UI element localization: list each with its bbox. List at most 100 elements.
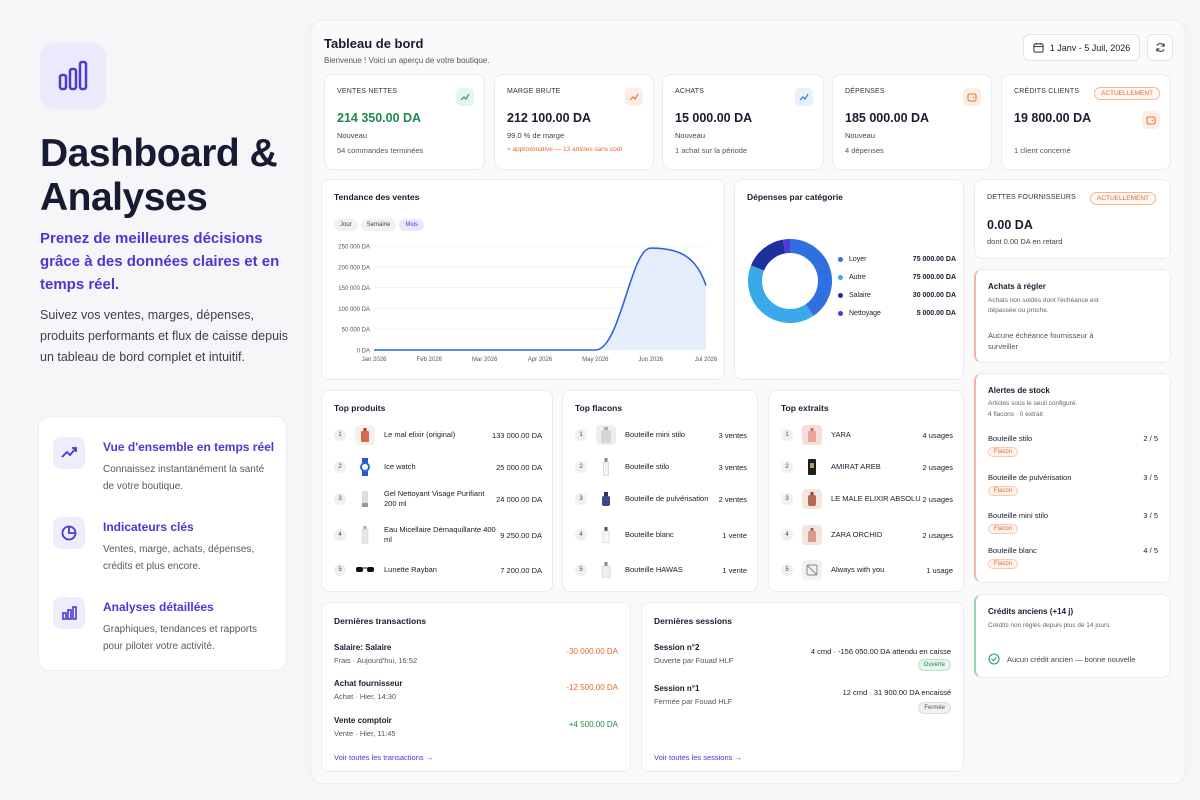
- list-item[interactable]: 4 Eau Micellaire Démaquillante 400 ml 9 25…: [334, 525, 542, 545]
- supplier-debts-card: DETTES FOURNISSEURS ACTUELLEMENT 0.00 DA…: [974, 179, 1171, 259]
- kpi-card-credits[interactable]: CRÉDITS CLIENTS ACTUELLEMENT 19 800.00 D…: [1001, 74, 1171, 170]
- donut-slice: [748, 265, 814, 323]
- debt-value: 0.00 DA: [987, 218, 1033, 232]
- kpi-note: Nouveau: [845, 131, 876, 140]
- perfume-bottle-icon: [802, 457, 822, 477]
- expenses-donut-chart: [748, 239, 832, 323]
- list-item[interactable]: 3 Bouteille de pulvérisation 2 ventes: [575, 489, 747, 509]
- legend-value: 75 000.00 DA: [912, 255, 956, 263]
- kpi-value: 15 000.00 DA: [675, 111, 753, 125]
- list-item[interactable]: 2 Ice watch 25 000.00 DA: [334, 457, 542, 477]
- card-title: Dépenses par catégorie: [747, 192, 843, 202]
- card-desc: Achats non soldés dont l'échéance est dé…: [988, 297, 1099, 314]
- kpi-card-ventes[interactable]: VENTES NETTES 214 350.00 DA Nouveau 54 c…: [324, 74, 485, 170]
- feature-title: Vue d'ensemble en temps réel: [103, 440, 275, 454]
- card-title: Tendance des ventes: [334, 192, 420, 202]
- stock-item[interactable]: Bouteille blanc 4 / 5 Flacon: [988, 546, 1158, 569]
- tube-icon: [355, 489, 375, 509]
- kpi-note: 99.0 % de marge: [507, 131, 565, 140]
- donut-legend: Loyer 75 000.00 DA Autre 75 000.00 DA Salair…: [838, 250, 956, 322]
- list-item[interactable]: 1 Bouteille mini stilo 3 ventes: [575, 425, 747, 445]
- session-row[interactable]: Session n°2 Ouverte par Fouad HLF 4 cmd · …: [654, 643, 951, 671]
- view-all-transactions-link[interactable]: Voir toutes les transactions →: [334, 753, 434, 762]
- kpi-foot: 54 commandes terminées: [337, 146, 424, 155]
- perfume-bottle-icon: [802, 425, 822, 445]
- list-item[interactable]: 4 Bouteille blanc 1 vente: [575, 525, 747, 545]
- features-card: Vue d'ensemble en temps réel Connaissez …: [38, 416, 287, 671]
- card-title: Crédits anciens (+14 j): [988, 607, 1074, 616]
- y-tick-label: 50 000 DA: [342, 328, 370, 334]
- refresh-icon: [1155, 43, 1165, 52]
- legend-value: 30 000.00 DA: [912, 291, 956, 299]
- status-badge: ACTUELLEMENT: [1093, 87, 1160, 100]
- tab-mois[interactable]: Mois: [399, 219, 425, 231]
- pie-chart-icon: [53, 517, 85, 549]
- legend-dot: [838, 274, 843, 280]
- list-item[interactable]: 3 Gel Nettoyant Visage Purifiant 200 ml 24…: [334, 489, 542, 509]
- refresh-button[interactable]: [1147, 34, 1173, 61]
- x-tick-label: May 2026: [582, 357, 609, 363]
- page-subtitle: Bienvenue ! Voici un aperçu de votre bou…: [324, 56, 490, 65]
- status-badge: Fermée: [918, 702, 951, 714]
- stock-item[interactable]: Bouteille stilo 2 / 5 Flacon: [988, 434, 1158, 457]
- date-range-button[interactable]: 1 Janv - 5 Juil, 2026: [1023, 34, 1140, 61]
- session-row[interactable]: Session n°1 Fermée par Fouad HLF 12 cmd · …: [654, 684, 951, 714]
- empty-state: Aucun crédit ancien — bonne nouvelle: [988, 653, 1135, 665]
- sessions-card: Dernières sessions Session n°2 Ouverte pa…: [641, 602, 964, 772]
- view-all-sessions-link[interactable]: Voir toutes les sessions →: [654, 753, 742, 762]
- spray-bottle-icon: [596, 489, 616, 509]
- card-title: Top flacons: [575, 403, 623, 413]
- x-tick-label: Jul 2026: [695, 357, 718, 363]
- kpi-label: MARGE BRUTE: [507, 88, 561, 95]
- hero-title: Dashboard & Analyses: [40, 132, 278, 219]
- card-desc: Crédits non réglés depuis plus de 14 jou…: [988, 622, 1112, 629]
- kpi-card-achats[interactable]: ACHATS 15 000.00 DA Nouveau 1 achat sur …: [662, 74, 824, 170]
- y-tick-label: 200 000 DA: [338, 265, 370, 271]
- transaction-row[interactable]: Vente comptoir Vente · Hier, 11:45 +4 500.…: [334, 716, 618, 738]
- stock-item[interactable]: Bouteille de pulvérisation 3 / 5 Flacon: [988, 473, 1158, 496]
- list-item[interactable]: 5 Bouteille HAWAS 1 vente: [575, 560, 747, 580]
- date-range-label: 1 Janv - 5 Juil, 2026: [1049, 42, 1131, 53]
- page-title: Tableau de bord: [324, 36, 424, 51]
- list-item[interactable]: 4 ZARA ORCHID 2 usages: [781, 525, 953, 545]
- card-title: Top produits: [334, 403, 386, 413]
- list-item[interactable]: 1 Le mal elixir (original) 133 000.00 DA: [334, 425, 542, 445]
- list-item[interactable]: 2 Bouteille stilo 3 ventes: [575, 457, 747, 477]
- top-products-card: Top produits 1 Le mal elixir (original) 13…: [321, 390, 553, 592]
- watch-icon: [355, 457, 375, 477]
- kpi-foot: 4 dépenses: [845, 146, 884, 155]
- list-item[interactable]: 1 YARA 4 usages: [781, 425, 953, 445]
- arrow-right-icon: →: [425, 753, 434, 762]
- kpi-card-depenses[interactable]: DÉPENSES 185 000.00 DA Nouveau 4 dépense…: [832, 74, 992, 170]
- list-item[interactable]: 3 LE MALE ELIXIR ABSOLU 2 usages: [781, 489, 953, 509]
- bar-chart-icon: [53, 597, 85, 629]
- hero-subtitle: Prenez de meilleures décisions grâce à d…: [40, 230, 280, 293]
- kpi-label: ACHATS: [675, 88, 705, 95]
- legend-label: Salaire: [849, 291, 871, 299]
- transaction-row[interactable]: Salaire: Salaire Frais · Aujourd'hui, 16:…: [334, 643, 618, 665]
- sales-line: [374, 247, 707, 351]
- stock-alerts-card: Alertes de stock Articles sous le seuil …: [974, 373, 1171, 583]
- feature-desc: Ventes, marge, achats, dépenses, crédits…: [103, 544, 255, 572]
- kpi-label: VENTES NETTES: [337, 88, 398, 95]
- list-item[interactable]: 2 AMIRAT AREB 2 usages: [781, 457, 953, 477]
- kpi-foot: ≈ approximative — 13 articles sans coût: [507, 146, 623, 153]
- x-tick-label: Mar 2026: [472, 357, 498, 363]
- card-label: DETTES FOURNISSEURS: [987, 194, 1076, 201]
- stock-item[interactable]: Bouteille mini stilo 3 / 5 Flacon: [988, 511, 1158, 534]
- kpi-card-marge[interactable]: MARGE BRUTE 212 100.00 DA 99.0 % de marg…: [494, 74, 654, 170]
- tab-jour[interactable]: Jour: [334, 219, 358, 231]
- list-item[interactable]: 5 Always with you 1 usage: [781, 560, 953, 580]
- bar-chart-icon: [58, 60, 88, 91]
- perfume-bottle-icon: [355, 425, 375, 445]
- list-item[interactable]: 5 Lunette Rayban 7 200.00 DA: [334, 560, 542, 580]
- perfume-bottle-icon: [802, 489, 822, 509]
- bottle-icon: [596, 457, 616, 477]
- kpi-label: CRÉDITS CLIENTS: [1014, 88, 1080, 95]
- donut-slice: [751, 239, 786, 271]
- tab-semaine[interactable]: Semaine: [360, 219, 397, 231]
- card-title: Alertes de stock: [988, 386, 1050, 395]
- purchases-to-pay-card: Achats à régler Achats non soldés dont l…: [974, 269, 1171, 363]
- transaction-row[interactable]: Achat fournisseur Achat · Hier, 14:30 -12 …: [334, 679, 618, 701]
- legend-item: Nettoyage 5 000.00 DA: [838, 304, 956, 322]
